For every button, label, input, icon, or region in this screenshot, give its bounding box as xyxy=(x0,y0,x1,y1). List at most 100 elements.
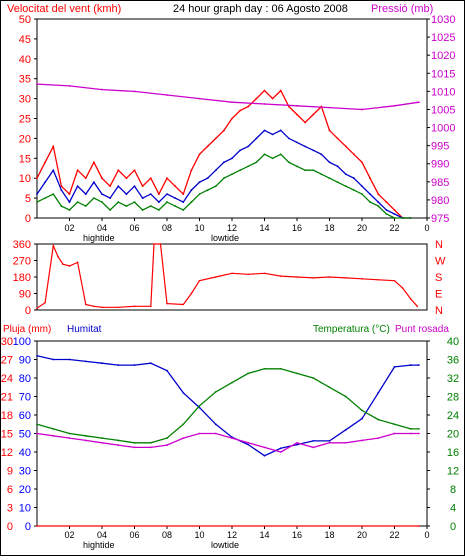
humidity-point-blue xyxy=(166,369,168,372)
direction-point xyxy=(214,276,217,278)
wind-point-green xyxy=(157,209,160,211)
direction-point xyxy=(231,272,233,275)
humitat-tick-label: 70 xyxy=(19,392,31,404)
humidity-point-green xyxy=(101,437,103,440)
wind-point-blue xyxy=(101,193,103,196)
humidity-point-green xyxy=(68,432,71,435)
wind-point-blue xyxy=(198,181,201,184)
wind-point-green xyxy=(231,173,233,176)
wind-point-red xyxy=(304,121,307,124)
hour-tick-label: 16 xyxy=(292,223,302,233)
wind-point-green xyxy=(287,161,290,164)
hour-tick-label: 04 xyxy=(97,530,107,540)
humidity-point-blue xyxy=(361,417,363,420)
temperatura-label: Temperatura (°C) xyxy=(313,324,390,335)
humidity-point-blue xyxy=(68,358,71,361)
wind-point-blue xyxy=(76,185,79,188)
hour-tick-label: 20 xyxy=(357,223,367,233)
wind-point-blue xyxy=(117,185,120,188)
humidity-point-green xyxy=(409,427,412,430)
humitat-label: Humitat xyxy=(67,324,102,335)
wind-point-green xyxy=(409,217,412,219)
pluja-tick-label: 30 xyxy=(1,336,13,348)
wind-point-blue xyxy=(377,201,380,203)
wind-point-green xyxy=(133,201,136,203)
wind-point-green xyxy=(190,201,193,203)
wind-point-blue xyxy=(296,141,298,144)
wind-point-blue xyxy=(231,157,233,160)
wind-point-red xyxy=(206,145,209,148)
wind-point-green xyxy=(52,193,55,196)
humidity-point-blue xyxy=(149,362,152,365)
wind-point-green xyxy=(182,209,185,211)
wind-point-green xyxy=(141,209,144,211)
direction-point xyxy=(44,301,46,304)
humidity-point-blue xyxy=(393,366,396,368)
wind-point-blue xyxy=(352,177,355,180)
wind-point-green xyxy=(117,201,120,203)
humidity-point-green xyxy=(344,395,347,398)
pressure-tick-label: 1025 xyxy=(431,32,455,44)
pressure-tick-label: 995 xyxy=(431,141,449,153)
humidity-point-magenta xyxy=(68,437,71,440)
wind-point-red xyxy=(263,89,266,92)
humidity-point-blue xyxy=(296,443,298,446)
wind-point-red xyxy=(92,161,95,164)
wind-point-magenta xyxy=(417,101,420,104)
wind-point-red xyxy=(231,117,233,120)
humidity-point-magenta xyxy=(231,437,233,440)
wind-point-green xyxy=(198,193,201,196)
humidity-point-magenta xyxy=(361,439,363,442)
humidity-point-magenta xyxy=(263,446,266,449)
humitat-tick-label: 60 xyxy=(19,410,31,422)
direction-point xyxy=(190,292,193,295)
wind-point-red xyxy=(109,185,112,188)
direction-tick-label: 180 xyxy=(13,272,31,284)
wind-point-red xyxy=(60,185,63,188)
wind-point-blue xyxy=(214,169,217,172)
humidity-point-magenta xyxy=(166,444,168,446)
humidity-point-green xyxy=(328,386,331,389)
humidity-point-green xyxy=(117,439,120,442)
wind-point-red xyxy=(76,169,79,172)
pressure-tick-label: 1005 xyxy=(431,104,455,116)
wind-tick-label: 20 xyxy=(19,133,31,145)
pluja-tick-label: 9 xyxy=(7,466,13,478)
humidity-point-blue xyxy=(279,447,282,450)
wind-tick-label: 40 xyxy=(19,54,31,66)
wind-point-magenta xyxy=(101,88,103,91)
humitat-tick-label: 0 xyxy=(25,521,31,533)
wind-point-blue xyxy=(174,197,177,200)
wind-point-blue xyxy=(320,153,323,156)
humidity-point-green xyxy=(52,427,55,430)
pluja-tick-label: 27 xyxy=(1,355,13,367)
direction-series xyxy=(36,243,418,309)
wind-point-blue xyxy=(44,181,47,184)
wind-tick-label: 10 xyxy=(19,173,31,185)
wind-point-green xyxy=(393,217,396,219)
humidity-point-blue xyxy=(417,364,420,366)
wind-point-green xyxy=(166,201,168,203)
wind-point-green xyxy=(44,197,47,200)
direction-tick-label: 270 xyxy=(13,256,31,268)
pressure-tick-label: 1015 xyxy=(431,68,455,80)
wind-point-green xyxy=(361,193,363,196)
wind-point-green xyxy=(149,205,152,207)
humidity-point-blue xyxy=(214,423,217,426)
wind-point-magenta xyxy=(263,103,266,105)
humidity-point-magenta xyxy=(279,451,282,453)
humidity-series-magenta xyxy=(36,432,419,453)
wind-point-magenta xyxy=(36,83,38,86)
direction-point xyxy=(344,277,347,279)
direction-point xyxy=(296,276,298,278)
direction-point xyxy=(166,302,168,305)
hour-tick-label: 08 xyxy=(162,223,172,233)
wind-point-blue xyxy=(182,201,185,203)
wind-point-green xyxy=(222,177,225,180)
wind-point-green xyxy=(36,201,38,203)
humidity-point-green xyxy=(214,390,217,393)
humitat-tick-label: 30 xyxy=(19,466,31,478)
chart-title: 24 hour graph day : 06 Agosto 2008 xyxy=(173,3,348,15)
wind-point-green xyxy=(68,209,71,211)
